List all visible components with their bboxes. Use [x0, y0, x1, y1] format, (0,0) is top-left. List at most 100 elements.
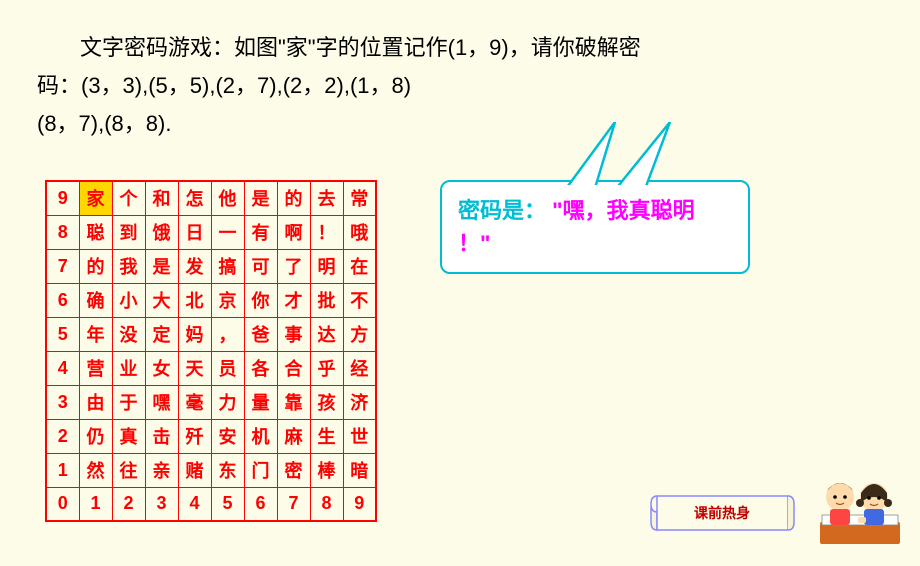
- grid-cell: 乎: [310, 351, 343, 385]
- grid-cell: 密: [277, 453, 310, 487]
- code-grid: 9家个和怎他是的去常8聪到饿日一有啊！哦7的我是发搞可了明在6确小大北京你才批不…: [45, 180, 377, 522]
- answer-text-2: ！": [458, 231, 490, 256]
- grid-cell: 3: [145, 487, 178, 521]
- grid-cell: 6: [46, 283, 79, 317]
- grid-cell: 4: [46, 351, 79, 385]
- grid-cell: 亲: [145, 453, 178, 487]
- grid-cell: 京: [211, 283, 244, 317]
- grid-cell: 年: [79, 317, 112, 351]
- grid-cell: 女: [145, 351, 178, 385]
- grid-cell: 1: [79, 487, 112, 521]
- grid-cell: 各: [244, 351, 277, 385]
- grid-cell: 发: [178, 249, 211, 283]
- grid-cell: 东: [211, 453, 244, 487]
- grid-cell: 啊: [277, 215, 310, 249]
- grid-cell: 爸: [244, 317, 277, 351]
- grid-cell: 由: [79, 385, 112, 419]
- grid-cell: 不: [343, 283, 376, 317]
- grid-cell: 有: [244, 215, 277, 249]
- grid-cell: 个: [112, 181, 145, 215]
- grid-cell: 合: [277, 351, 310, 385]
- grid-cell: 业: [112, 351, 145, 385]
- grid-cell: 9: [343, 487, 376, 521]
- grid-cell: 常: [343, 181, 376, 215]
- grid-cell: 是: [145, 249, 178, 283]
- grid-cell: 了: [277, 249, 310, 283]
- grid-cell: 赌: [178, 453, 211, 487]
- grid-cell: 的: [277, 181, 310, 215]
- grid-cell: 击: [145, 419, 178, 453]
- grid-cell: 9: [46, 181, 79, 215]
- grid-cell: 事: [277, 317, 310, 351]
- grid-cell: 聪: [79, 215, 112, 249]
- kids-illustration: [810, 467, 910, 552]
- grid-cell: 机: [244, 419, 277, 453]
- grid-cell: 7: [277, 487, 310, 521]
- grid-table: 9家个和怎他是的去常8聪到饿日一有啊！哦7的我是发搞可了明在6确小大北京你才批不…: [45, 180, 377, 522]
- grid-cell: 去: [310, 181, 343, 215]
- grid-cell: 世: [343, 419, 376, 453]
- grid-cell: 天: [178, 351, 211, 385]
- grid-cell: 到: [112, 215, 145, 249]
- grid-cell: 员: [211, 351, 244, 385]
- grid-cell: 嘿: [145, 385, 178, 419]
- grid-cell: 安: [211, 419, 244, 453]
- grid-cell: 8: [310, 487, 343, 521]
- grid-cell: 5: [211, 487, 244, 521]
- grid-cell: 小: [112, 283, 145, 317]
- grid-cell: 在: [343, 249, 376, 283]
- grid-cell: 然: [79, 453, 112, 487]
- grid-cell: 靠: [277, 385, 310, 419]
- grid-cell: 力: [211, 385, 244, 419]
- grid-cell: 哦: [343, 215, 376, 249]
- grid-cell: 达: [310, 317, 343, 351]
- grid-cell: 饿: [145, 215, 178, 249]
- grid-cell: 3: [46, 385, 79, 419]
- grid-cell: 的: [79, 249, 112, 283]
- grid-cell: ！: [310, 215, 343, 249]
- grid-cell: 往: [112, 453, 145, 487]
- grid-cell: 2: [46, 419, 79, 453]
- grid-cell: 批: [310, 283, 343, 317]
- grid-cell: 是: [244, 181, 277, 215]
- grid-cell: 搞: [211, 249, 244, 283]
- kids-icon: [810, 467, 910, 552]
- grid-cell: 歼: [178, 419, 211, 453]
- answer-label: 密码是：: [458, 198, 546, 223]
- scroll-icon: 课前热身: [645, 488, 800, 536]
- grid-cell: 6: [244, 487, 277, 521]
- grid-cell: 棒: [310, 453, 343, 487]
- grid-cell: 孩: [310, 385, 343, 419]
- instruction-line-1: 文字密码游戏：如图"家"字的位置记作(1，9)，请你破解密: [80, 30, 641, 65]
- grid-cell: 4: [178, 487, 211, 521]
- grid-cell: 一: [211, 215, 244, 249]
- instruction-line-3: (8，7),(8，8).: [37, 106, 171, 141]
- grid-cell: 妈: [178, 317, 211, 351]
- grid-cell: 暗: [343, 453, 376, 487]
- grid-cell: 7: [46, 249, 79, 283]
- grid-cell: 方: [343, 317, 376, 351]
- speech-bubble: 密码是： "嘿，我真聪明 ！": [440, 180, 750, 274]
- grid-cell: 和: [145, 181, 178, 215]
- instruction-line-2: 码：(3，3),(5，5),(2，7),(2，2),(1，8): [37, 68, 411, 103]
- grid-cell: 仍: [79, 419, 112, 453]
- speech-box: 密码是： "嘿，我真聪明 ！": [440, 180, 750, 274]
- grid-cell: 确: [79, 283, 112, 317]
- speech-tail-icon: [560, 122, 700, 192]
- grid-cell: 怎: [178, 181, 211, 215]
- grid-cell: 毫: [178, 385, 211, 419]
- grid-cell: 济: [343, 385, 376, 419]
- grid-cell: 真: [112, 419, 145, 453]
- grid-cell: 5: [46, 317, 79, 351]
- grid-cell: 定: [145, 317, 178, 351]
- grid-cell: 1: [46, 453, 79, 487]
- grid-cell: 门: [244, 453, 277, 487]
- grid-cell: 家: [79, 181, 112, 215]
- grid-cell: 才: [277, 283, 310, 317]
- banner: 课前热身: [645, 488, 800, 536]
- grid-cell: 他: [211, 181, 244, 215]
- grid-cell: 你: [244, 283, 277, 317]
- grid-cell: 经: [343, 351, 376, 385]
- grid-cell: 没: [112, 317, 145, 351]
- grid-cell: 可: [244, 249, 277, 283]
